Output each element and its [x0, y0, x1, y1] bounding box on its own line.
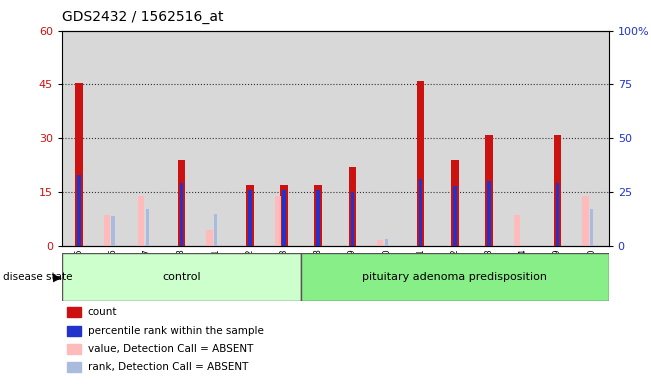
Bar [351, 192, 354, 246]
Bar [77, 175, 81, 246]
Bar [178, 160, 186, 246]
Text: count: count [87, 308, 117, 318]
Bar [214, 214, 217, 246]
Bar [138, 195, 145, 246]
Bar [378, 240, 383, 246]
Bar [96, 31, 130, 246]
Bar [62, 31, 96, 246]
Bar [104, 215, 110, 246]
Text: pituitary adenoma predisposition: pituitary adenoma predisposition [363, 272, 547, 283]
Bar [485, 135, 493, 246]
Bar [417, 81, 424, 246]
Bar [556, 184, 559, 246]
Bar [575, 31, 609, 246]
Bar [111, 216, 115, 246]
Bar [164, 31, 199, 246]
Bar [453, 185, 456, 246]
Text: disease state: disease state [3, 272, 73, 283]
Bar [62, 253, 301, 301]
Bar [370, 31, 404, 246]
Text: value, Detection Call = ABSENT: value, Detection Call = ABSENT [87, 344, 253, 354]
Bar [75, 83, 83, 246]
Bar [301, 253, 609, 301]
Bar [248, 209, 251, 246]
Bar [67, 362, 81, 372]
Bar [280, 185, 288, 246]
Bar [248, 190, 251, 246]
Bar [506, 31, 540, 246]
Bar [316, 190, 320, 246]
Bar [451, 160, 459, 246]
Text: control: control [162, 272, 201, 283]
Bar [199, 31, 233, 246]
Bar [206, 230, 213, 246]
Bar [590, 209, 593, 246]
Bar [275, 195, 281, 246]
Bar [335, 31, 370, 246]
Bar [404, 31, 437, 246]
Text: percentile rank within the sample: percentile rank within the sample [87, 326, 264, 336]
Bar [67, 308, 81, 318]
Bar [67, 344, 81, 354]
Bar [130, 31, 164, 246]
Bar [583, 195, 589, 246]
Bar [233, 31, 267, 246]
Bar [146, 209, 149, 246]
Bar [283, 190, 286, 246]
Bar [385, 239, 388, 246]
Bar [419, 179, 422, 246]
Bar [267, 31, 301, 246]
Bar [488, 181, 491, 246]
Bar [553, 135, 561, 246]
Bar [314, 185, 322, 246]
Bar [348, 167, 356, 246]
Bar [540, 31, 575, 246]
Text: ▶: ▶ [53, 272, 62, 283]
Text: rank, Detection Call = ABSENT: rank, Detection Call = ABSENT [87, 362, 248, 372]
Bar [246, 185, 254, 246]
Bar [437, 31, 472, 246]
Text: GDS2432 / 1562516_at: GDS2432 / 1562516_at [62, 10, 223, 24]
Bar [180, 184, 183, 246]
Bar [514, 215, 520, 246]
Bar [301, 31, 335, 246]
Bar [67, 326, 81, 336]
Bar [472, 31, 506, 246]
